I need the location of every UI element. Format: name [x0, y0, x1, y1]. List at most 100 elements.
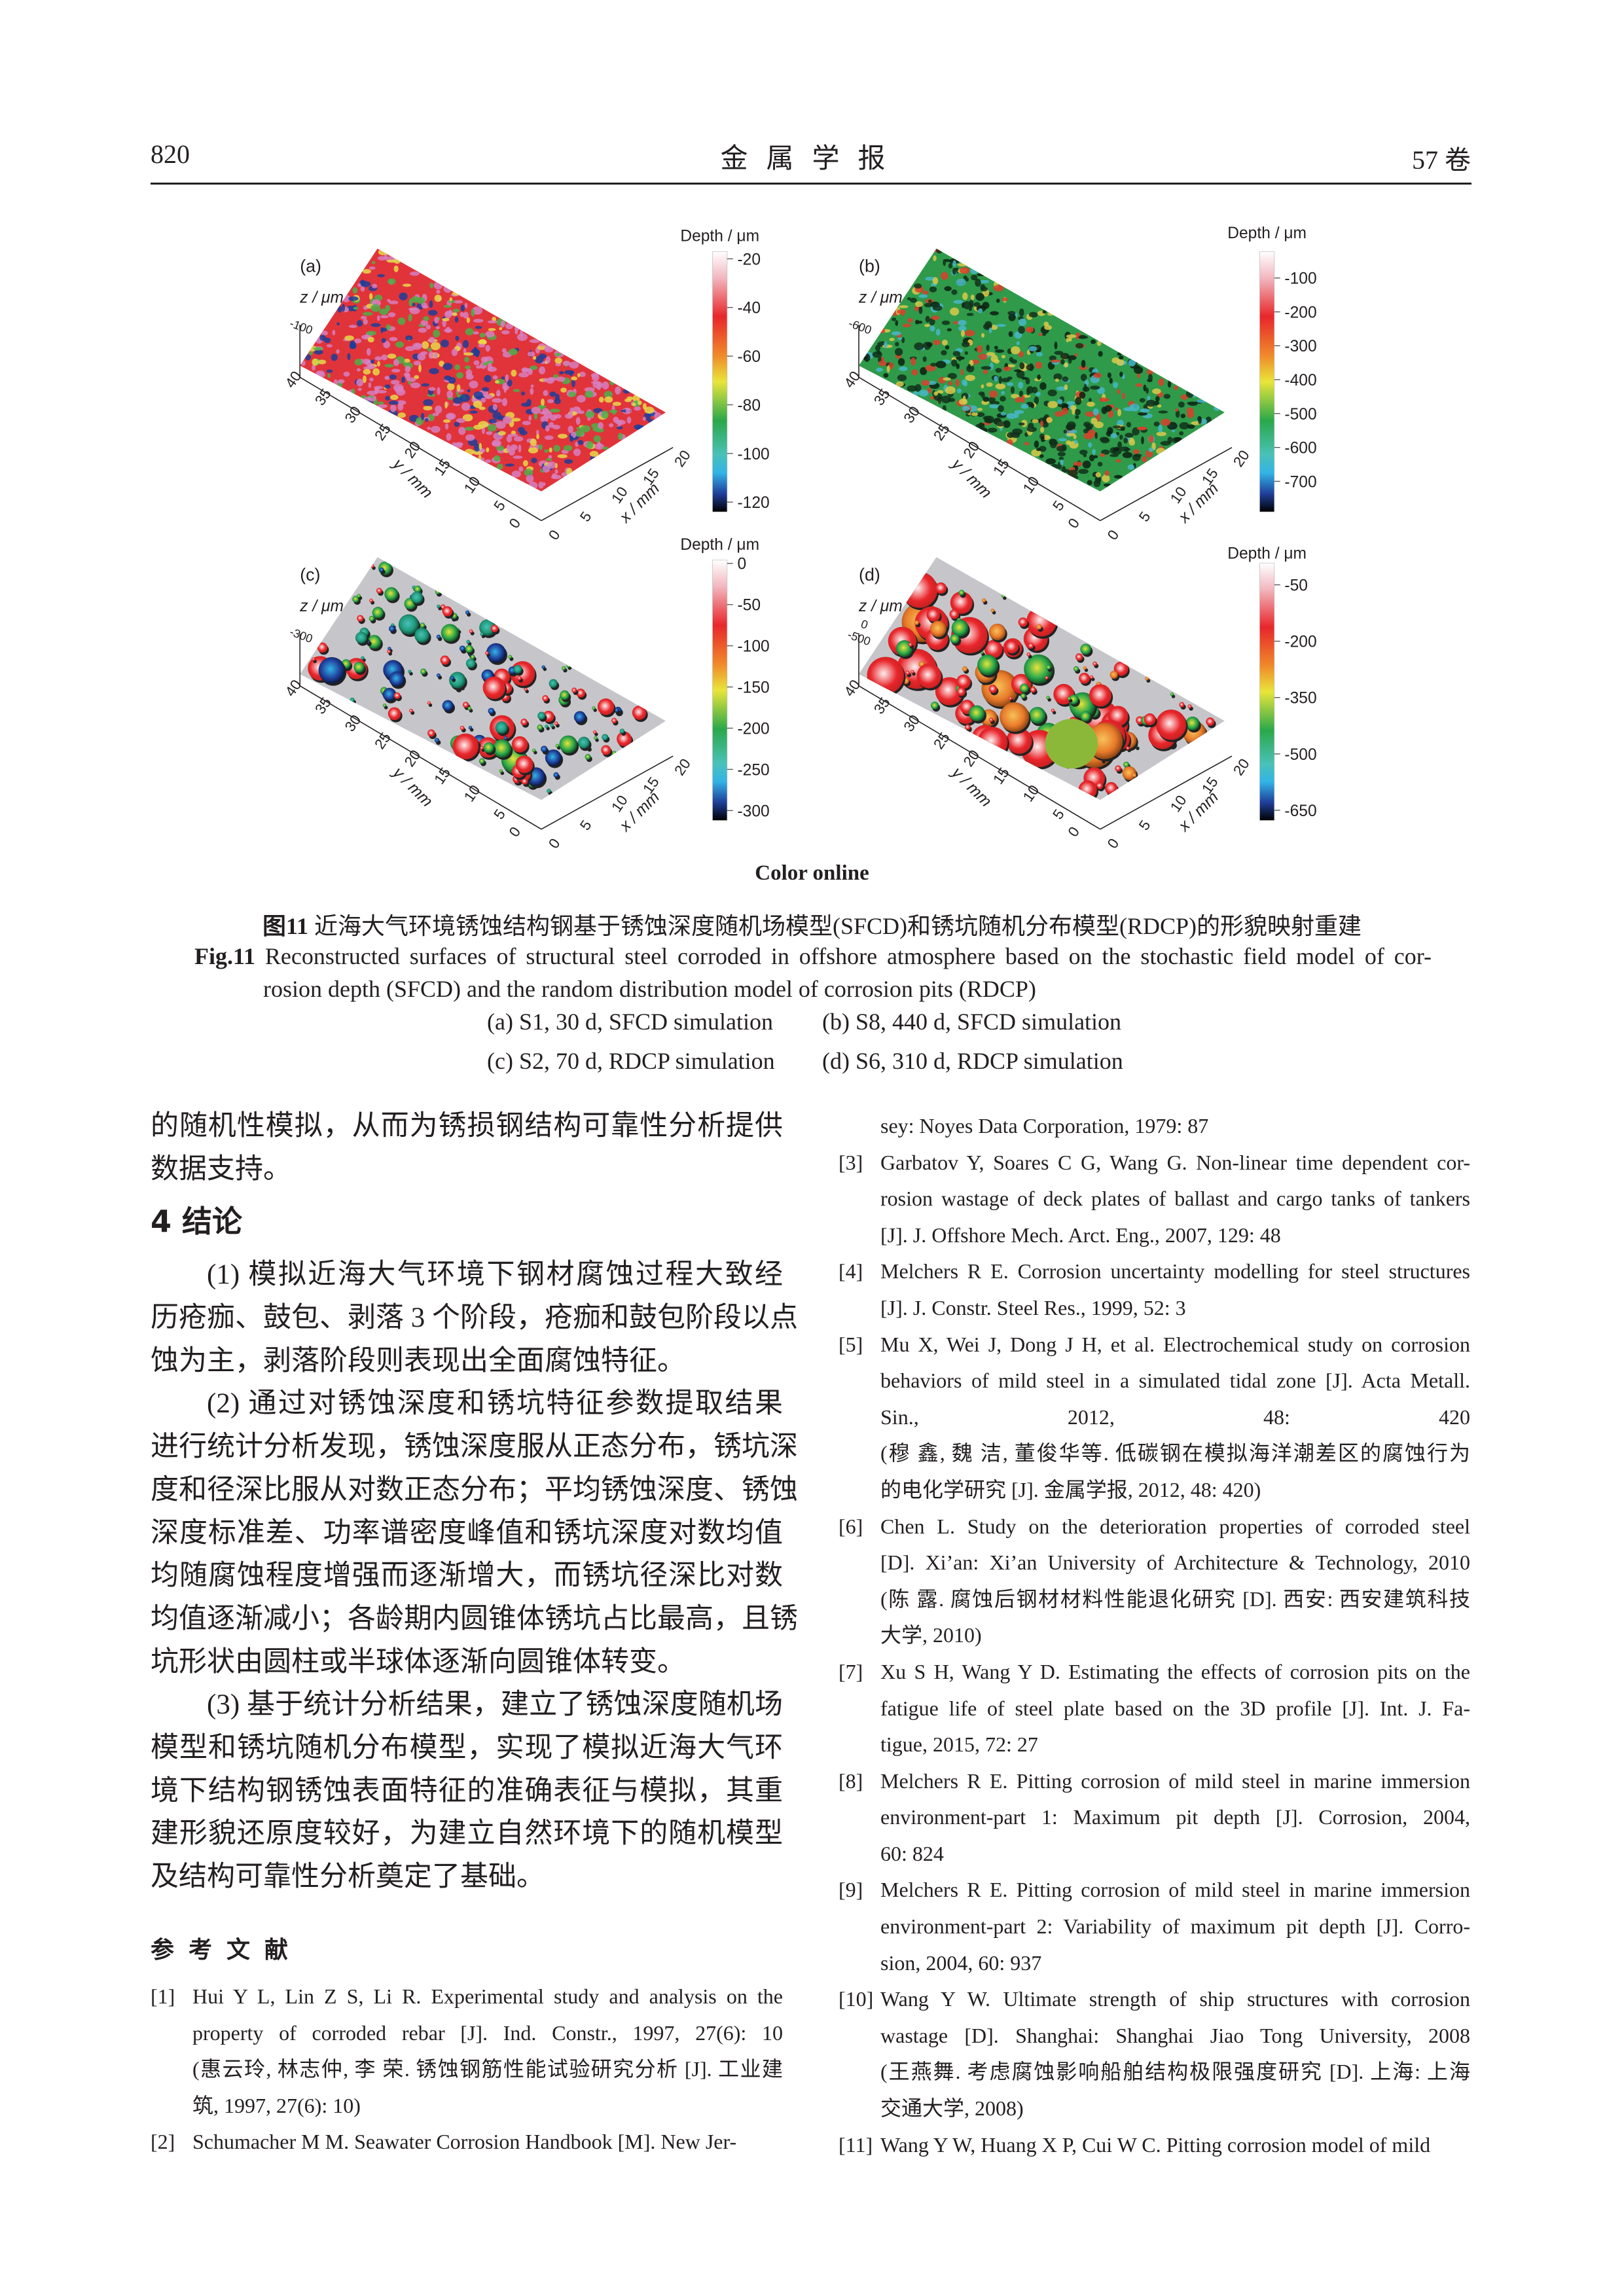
surface-spot: [1156, 431, 1167, 437]
surface-spot: [495, 380, 499, 384]
surface-spot: [937, 389, 944, 394]
surface-spot: [1104, 470, 1110, 476]
corrosion-pit: [950, 634, 960, 644]
surface-spot: [492, 439, 501, 447]
corrosion-pit: [611, 717, 617, 724]
surface-spot: [428, 387, 436, 391]
surface-spot: [989, 390, 998, 398]
surface-spot: [1079, 334, 1087, 339]
surface-spot: [878, 360, 887, 367]
surface-spot: [575, 416, 581, 425]
surface-spot: [1058, 457, 1064, 461]
corrosion-pit: [462, 702, 469, 708]
surface-spot: [592, 427, 600, 432]
surface-spot: [397, 412, 406, 418]
surface-spot: [478, 421, 489, 428]
colorbar-tick-label: 0: [738, 556, 747, 573]
colorbar-tick-label: -40: [738, 300, 761, 317]
surface-spot: [1092, 448, 1096, 455]
y-tick-label: 40: [282, 677, 305, 700]
corrosion-pit: [1001, 594, 1005, 598]
surface-spot: [924, 323, 930, 327]
surface-spot: [914, 319, 920, 325]
surface-spot: [479, 332, 486, 338]
surface-spot: [995, 368, 1002, 373]
surface-spot: [384, 376, 390, 380]
y-tick-label: 25: [371, 421, 394, 444]
surface-spot: [553, 444, 560, 452]
surface-spot: [571, 376, 578, 381]
corrosion-pit: [369, 615, 375, 622]
colorbar-tick-label: -500: [1284, 746, 1316, 764]
corrosion-pit: [486, 643, 506, 663]
corrosion-pit: [376, 588, 382, 594]
surface-spot: [955, 378, 960, 387]
surface-spot: [1095, 472, 1101, 478]
surface-spot: [1006, 364, 1016, 368]
surface-spot: [507, 379, 513, 387]
surface-spot: [417, 353, 426, 361]
surface-spot: [1125, 433, 1134, 438]
surface-spot: [1070, 475, 1079, 480]
surface-spot: [1000, 412, 1007, 416]
surface-spot: [1117, 352, 1122, 356]
surface-spot: [964, 329, 975, 337]
surface-spot: [568, 410, 573, 418]
corrosion-pit: [1006, 728, 1032, 754]
surface-spot: [390, 404, 397, 412]
surface-spot: [478, 344, 486, 348]
surface-spot: [1119, 371, 1123, 378]
surface-spot: [410, 271, 420, 276]
corrosion-pit: [1113, 661, 1128, 676]
surface-spot: [1066, 338, 1070, 343]
surface-spot: [886, 365, 890, 373]
reference-line: Wang Y W. Ultimate strength of ship stru…: [880, 1987, 1470, 2011]
reference-line: 交通大学, 2008): [880, 2096, 1024, 2121]
corrosion-pit: [984, 639, 1003, 658]
surface-spot: [1066, 401, 1075, 405]
surface-spot: [970, 267, 979, 274]
surface-spot: [439, 361, 444, 367]
surface-spot: [480, 397, 486, 403]
surface-spot: [642, 416, 646, 421]
surface-spot: [522, 420, 532, 425]
panel-label: (d): [859, 565, 880, 584]
surface-spot: [467, 389, 471, 393]
corrosion-pit: [389, 671, 405, 687]
surface-spot: [521, 367, 529, 373]
surface-spot: [497, 431, 506, 436]
corrosion-pit: [601, 745, 611, 755]
surface-spot: [544, 449, 549, 453]
surface-spot: [384, 364, 394, 368]
surface-spot: [374, 356, 382, 361]
volume-label: 57 卷: [1412, 145, 1471, 175]
corrosion-pit: [1080, 643, 1092, 655]
surface-spot: [451, 348, 458, 357]
corrosion-pit: [499, 769, 503, 773]
surface-spot: [434, 295, 442, 302]
surface-spot: [369, 293, 373, 300]
surface-spot: [528, 447, 539, 454]
surface-spot: [1064, 384, 1068, 390]
surface-spot: [435, 405, 442, 414]
surface-spot: [1139, 398, 1146, 403]
surface-spot: [1094, 432, 1098, 439]
text-line: (2) 通过对锈蚀深度和锈坑特征参数提取结果: [207, 1388, 783, 1420]
surface-spot: [912, 391, 919, 396]
surface-spot: [1018, 318, 1027, 327]
surface-spot: [944, 286, 952, 291]
y-axis-line: [858, 685, 1101, 830]
corrosion-pit: [958, 590, 965, 596]
surface-spot: [569, 361, 579, 369]
surface-spot: [945, 386, 956, 395]
surface-spot: [376, 315, 380, 321]
y-tick-label: 35: [312, 386, 334, 408]
corrosion-pit: [549, 679, 558, 688]
surface-spot: [1001, 355, 1005, 359]
surface-spot: [624, 398, 632, 403]
surface-spot: [1179, 422, 1189, 430]
surface-spot: [452, 397, 463, 404]
surface-spot: [1074, 465, 1079, 471]
surface-spot: [391, 368, 401, 373]
corrosion-pit: [1019, 683, 1029, 693]
